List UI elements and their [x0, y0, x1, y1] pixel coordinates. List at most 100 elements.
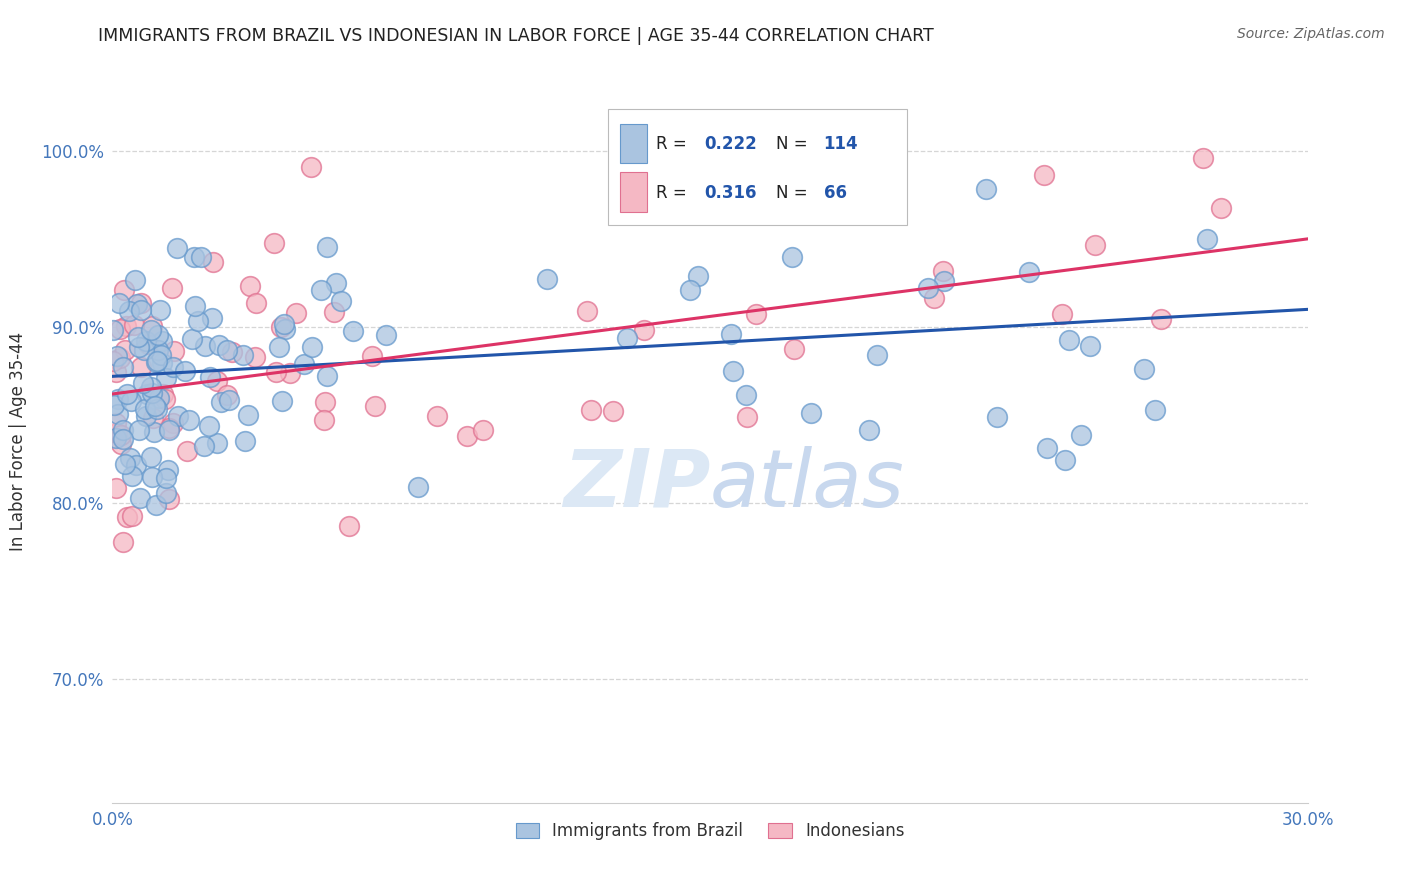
Point — [134, 402, 156, 417]
Point — [139, 323, 162, 337]
Point — [103, 398, 125, 412]
Point — [135, 409, 157, 423]
Point — [105, 365, 128, 379]
Point — [986, 409, 1008, 424]
Point — [108, 322, 131, 336]
Point — [198, 419, 221, 434]
Point — [110, 428, 132, 442]
Text: R =: R = — [657, 184, 692, 202]
Point — [858, 424, 880, 438]
Point — [167, 409, 190, 423]
Point — [156, 463, 179, 477]
Point — [720, 326, 742, 341]
Point — [157, 491, 180, 506]
Point — [176, 444, 198, 458]
Point — [114, 343, 136, 357]
Point — [141, 470, 163, 484]
Point — [922, 291, 945, 305]
Point — [110, 351, 132, 365]
Point — [173, 364, 195, 378]
Point — [273, 317, 295, 331]
Point — [115, 509, 138, 524]
Point — [108, 295, 131, 310]
Point — [616, 331, 638, 345]
Y-axis label: In Labor Force | Age 35-44: In Labor Force | Age 35-44 — [10, 332, 27, 551]
Point — [364, 399, 387, 413]
Point — [148, 391, 170, 405]
Point — [105, 417, 128, 431]
Point — [408, 480, 430, 494]
Point — [1078, 339, 1101, 353]
Point — [301, 340, 323, 354]
Point — [145, 402, 167, 417]
Point — [323, 304, 346, 318]
Legend: Immigrants from Brazil, Indonesians: Immigrants from Brazil, Indonesians — [509, 815, 911, 847]
Point — [1144, 402, 1167, 417]
Point — [1033, 168, 1056, 182]
Point — [1150, 311, 1173, 326]
Point — [209, 395, 232, 409]
Point — [122, 318, 145, 333]
Point — [245, 296, 267, 310]
Point — [721, 364, 744, 378]
Point — [155, 470, 177, 484]
Point — [735, 410, 758, 425]
Point — [110, 437, 132, 451]
Point — [284, 306, 307, 320]
Point — [800, 406, 823, 420]
Point — [129, 295, 152, 310]
Point — [745, 307, 768, 321]
Point — [243, 351, 266, 365]
Point — [183, 250, 205, 264]
Point — [105, 426, 128, 441]
Point — [149, 302, 172, 317]
Point — [143, 399, 166, 413]
Point — [294, 357, 316, 371]
Point — [111, 359, 134, 374]
Text: Source: ZipAtlas.com: Source: ZipAtlas.com — [1237, 27, 1385, 41]
Text: R =: R = — [657, 135, 692, 153]
Point — [471, 423, 494, 437]
Point — [136, 337, 159, 351]
Point — [316, 240, 339, 254]
Point — [114, 458, 136, 472]
Point — [155, 486, 177, 500]
Point — [141, 319, 163, 334]
Point — [184, 299, 207, 313]
Point — [141, 386, 163, 401]
Point — [270, 320, 292, 334]
Point — [112, 432, 135, 446]
Point — [128, 423, 150, 437]
Point — [135, 334, 157, 349]
Point — [974, 182, 997, 196]
Point — [111, 423, 134, 437]
Point — [299, 160, 322, 174]
Point — [132, 343, 155, 357]
Point — [1036, 441, 1059, 455]
Point — [734, 388, 756, 402]
Point — [163, 344, 186, 359]
Point — [101, 323, 124, 337]
Point — [101, 353, 124, 368]
Point — [118, 450, 141, 465]
Point — [142, 411, 165, 425]
Point — [150, 356, 173, 370]
Point — [316, 368, 339, 383]
Point — [111, 535, 134, 549]
Point — [456, 429, 478, 443]
Point — [312, 413, 335, 427]
Point — [194, 339, 217, 353]
Point — [145, 498, 167, 512]
Point — [239, 278, 262, 293]
Point — [1197, 232, 1219, 246]
Point — [107, 392, 129, 406]
Point — [159, 423, 181, 437]
Point — [536, 272, 558, 286]
Point — [679, 283, 702, 297]
Text: ZIP: ZIP — [562, 446, 710, 524]
Point — [932, 274, 955, 288]
Point — [325, 276, 347, 290]
Point — [1050, 307, 1073, 321]
Point — [135, 386, 157, 401]
Point — [142, 425, 165, 439]
